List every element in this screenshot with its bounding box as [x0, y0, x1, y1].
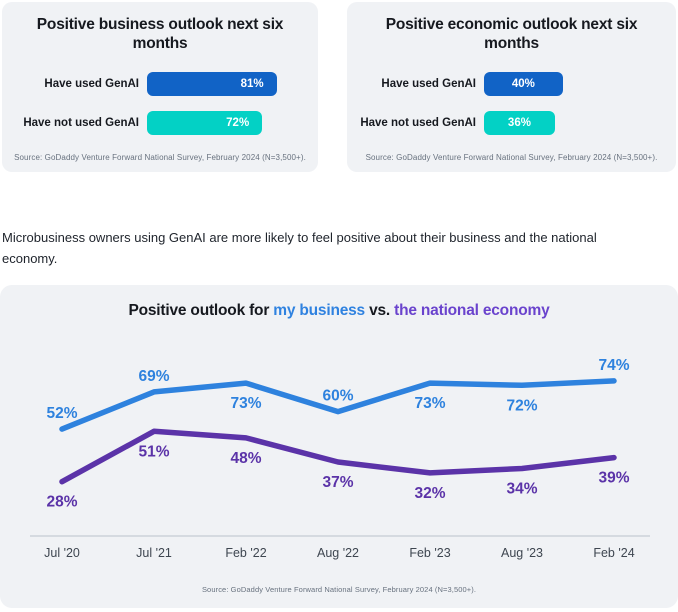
economic-bars: Have used GenAI 40% Have not used GenAI …: [355, 72, 676, 150]
point-label-my-business: 73%: [230, 395, 261, 412]
bar-value-label: 81%: [240, 78, 264, 90]
bar-have-not-used-genai: 72%: [147, 111, 263, 135]
line-series-my-business: [59, 378, 617, 432]
title-series-economy: the national economy: [394, 302, 550, 319]
bar-row-have-not-used-genai: Have not used GenAI 36%: [355, 111, 676, 135]
bar-category-label: Have not used GenAI: [360, 117, 476, 129]
point-label-national-economy: 32%: [414, 485, 445, 502]
line-chart-title: Positive outlook for my business vs. the…: [0, 285, 678, 320]
point-label-national-economy: 51%: [138, 443, 169, 460]
bar-have-used-genai: 40%: [484, 72, 563, 96]
x-tick-label: Jul '20: [44, 546, 80, 560]
business-bars: Have used GenAI 81% Have not used GenAI …: [10, 72, 318, 150]
point-label-my-business: 52%: [46, 405, 77, 422]
bar-value-label: 40%: [511, 78, 535, 90]
bar-value-label: 36%: [507, 117, 531, 129]
x-tick-label: Aug '23: [501, 546, 543, 560]
bar-value-label: 72%: [226, 117, 250, 129]
business-outlook-card: Positive business outlook next six month…: [2, 2, 318, 172]
bar-have-not-used-genai: 36%: [484, 111, 555, 135]
bar-category-label: Have used GenAI: [381, 78, 476, 90]
point-label-my-business: 60%: [322, 388, 353, 405]
x-tick-label: Feb '23: [409, 546, 450, 560]
point-label-national-economy: 39%: [598, 470, 629, 487]
bar-row-have-used-genai: Have used GenAI 40%: [355, 72, 676, 96]
bar-category-label: Have used GenAI: [44, 78, 139, 90]
source-note: Source: GoDaddy Venture Forward National…: [14, 153, 306, 162]
economic-card-title: Positive economic outlook next six month…: [385, 16, 638, 52]
line-series-national-economy: [59, 428, 617, 485]
title-prefix: Positive outlook for: [128, 302, 270, 319]
source-note: Source: GoDaddy Venture Forward National…: [365, 153, 658, 162]
point-label-my-business: 69%: [138, 368, 169, 385]
title-series-business: my business: [273, 302, 365, 319]
business-card-title: Positive business outlook next six month…: [36, 16, 284, 52]
point-label-national-economy: 28%: [46, 494, 77, 511]
bar-row-have-not-used-genai: Have not used GenAI 72%: [10, 111, 318, 135]
bar-have-used-genai: 81%: [147, 72, 277, 96]
point-label-national-economy: 34%: [506, 481, 537, 498]
bar-row-have-used-genai: Have used GenAI 81%: [10, 72, 318, 96]
x-tick-label: Feb '24: [593, 546, 634, 560]
point-label-my-business: 72%: [506, 397, 537, 414]
source-note: Source: GoDaddy Venture Forward National…: [201, 585, 477, 594]
x-tick-label: Jul '21: [136, 546, 172, 560]
line-chart-svg: 52% 69% 73% 60% 73% 72% 74% 28% 51% 48% 37% 32% 34% 3…: [30, 357, 650, 560]
title-vs: vs.: [369, 302, 391, 319]
bar-category-label: Have not used GenAI: [23, 117, 139, 129]
point-label-my-business: 73%: [414, 395, 445, 412]
x-tick-label: Aug '22: [317, 546, 359, 560]
line-chart-card: Positive outlook for my business vs. the…: [0, 285, 678, 608]
economic-outlook-card: Positive economic outlook next six month…: [347, 2, 676, 172]
point-label-national-economy: 48%: [230, 450, 261, 467]
point-label-my-business: 74%: [598, 357, 629, 374]
point-label-national-economy: 37%: [322, 474, 353, 491]
insight-text: Microbusiness owners using GenAI are mor…: [2, 230, 597, 266]
x-tick-label: Feb '22: [225, 546, 266, 560]
